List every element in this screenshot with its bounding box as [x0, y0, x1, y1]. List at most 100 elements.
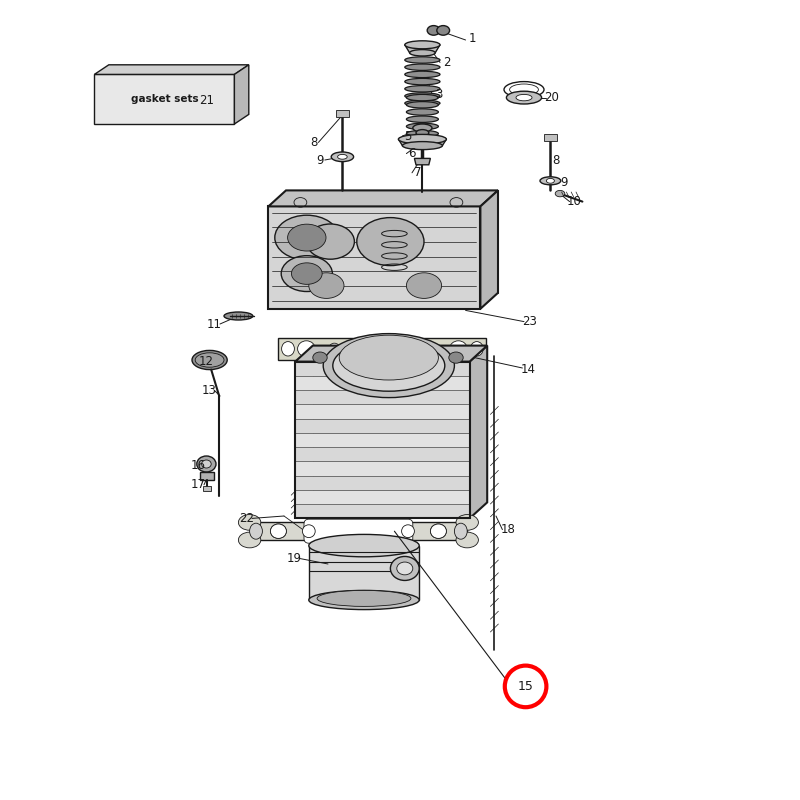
- Ellipse shape: [406, 94, 438, 101]
- Ellipse shape: [357, 218, 424, 266]
- Text: 19: 19: [287, 552, 302, 565]
- Polygon shape: [405, 45, 440, 53]
- Ellipse shape: [309, 273, 344, 298]
- Ellipse shape: [329, 343, 340, 354]
- Ellipse shape: [516, 94, 532, 101]
- Ellipse shape: [192, 350, 227, 370]
- Ellipse shape: [202, 460, 211, 468]
- Ellipse shape: [302, 525, 315, 538]
- Text: 13: 13: [202, 384, 217, 397]
- Polygon shape: [295, 490, 470, 504]
- Polygon shape: [398, 139, 446, 146]
- Text: 11: 11: [207, 318, 222, 330]
- Polygon shape: [200, 472, 214, 480]
- Ellipse shape: [456, 514, 478, 530]
- Ellipse shape: [406, 102, 438, 108]
- Ellipse shape: [454, 523, 467, 539]
- Ellipse shape: [506, 91, 542, 104]
- Text: 16: 16: [191, 459, 206, 472]
- Ellipse shape: [338, 154, 347, 159]
- Ellipse shape: [398, 134, 446, 144]
- Ellipse shape: [306, 224, 354, 259]
- Ellipse shape: [238, 532, 261, 548]
- Text: 9: 9: [316, 154, 324, 166]
- Ellipse shape: [449, 352, 463, 363]
- Ellipse shape: [410, 50, 435, 56]
- Polygon shape: [295, 504, 470, 518]
- Ellipse shape: [555, 190, 565, 197]
- Polygon shape: [480, 190, 498, 309]
- Ellipse shape: [427, 26, 440, 35]
- Ellipse shape: [405, 41, 440, 49]
- Text: gasket sets: gasket sets: [130, 94, 198, 104]
- Text: 8: 8: [310, 136, 318, 149]
- Ellipse shape: [250, 523, 262, 539]
- Ellipse shape: [413, 124, 432, 132]
- Ellipse shape: [317, 590, 411, 606]
- Text: 18: 18: [501, 523, 515, 536]
- Ellipse shape: [546, 178, 554, 183]
- Ellipse shape: [323, 334, 454, 398]
- Polygon shape: [94, 65, 249, 74]
- Ellipse shape: [406, 273, 442, 298]
- Text: 7: 7: [414, 166, 422, 179]
- Ellipse shape: [437, 26, 450, 35]
- Ellipse shape: [430, 524, 446, 538]
- Ellipse shape: [282, 256, 333, 291]
- Text: 5: 5: [404, 130, 412, 142]
- Ellipse shape: [288, 224, 326, 251]
- Ellipse shape: [238, 514, 261, 530]
- Polygon shape: [94, 74, 234, 124]
- Text: 17: 17: [191, 478, 206, 491]
- Polygon shape: [414, 158, 430, 165]
- Ellipse shape: [335, 340, 430, 358]
- Ellipse shape: [406, 130, 438, 137]
- Ellipse shape: [402, 142, 442, 150]
- Text: 8: 8: [552, 154, 560, 166]
- Polygon shape: [234, 65, 249, 124]
- Ellipse shape: [333, 340, 445, 391]
- Ellipse shape: [405, 78, 440, 85]
- Text: 15: 15: [518, 680, 534, 693]
- Text: 2: 2: [442, 56, 450, 69]
- Ellipse shape: [416, 130, 429, 136]
- Polygon shape: [295, 376, 470, 390]
- Ellipse shape: [425, 343, 436, 354]
- Ellipse shape: [313, 352, 327, 363]
- Polygon shape: [309, 546, 419, 600]
- Text: 22: 22: [239, 512, 254, 525]
- Polygon shape: [286, 190, 498, 293]
- Text: 12: 12: [199, 355, 214, 368]
- Text: 10: 10: [567, 195, 582, 208]
- Polygon shape: [336, 110, 349, 117]
- Ellipse shape: [450, 341, 467, 357]
- Text: 3: 3: [434, 88, 442, 101]
- Circle shape: [505, 666, 546, 707]
- Text: 14: 14: [521, 363, 535, 376]
- Text: 21: 21: [199, 94, 214, 106]
- Ellipse shape: [282, 342, 294, 356]
- Text: 23: 23: [522, 315, 537, 328]
- Text: 20: 20: [545, 91, 559, 104]
- Polygon shape: [295, 433, 470, 447]
- Ellipse shape: [406, 116, 438, 122]
- Polygon shape: [203, 486, 211, 491]
- Polygon shape: [295, 462, 470, 476]
- Polygon shape: [313, 346, 487, 502]
- Ellipse shape: [402, 525, 414, 538]
- Text: 1: 1: [468, 32, 476, 45]
- Ellipse shape: [405, 57, 440, 63]
- Polygon shape: [470, 346, 487, 518]
- Ellipse shape: [397, 562, 413, 575]
- Polygon shape: [278, 338, 486, 360]
- Ellipse shape: [224, 312, 253, 320]
- Polygon shape: [269, 206, 480, 309]
- Ellipse shape: [406, 109, 438, 115]
- Polygon shape: [295, 404, 470, 418]
- Ellipse shape: [430, 524, 446, 538]
- Ellipse shape: [470, 342, 483, 356]
- Polygon shape: [295, 476, 470, 490]
- FancyBboxPatch shape: [304, 519, 413, 543]
- Polygon shape: [295, 346, 487, 362]
- Ellipse shape: [405, 93, 440, 99]
